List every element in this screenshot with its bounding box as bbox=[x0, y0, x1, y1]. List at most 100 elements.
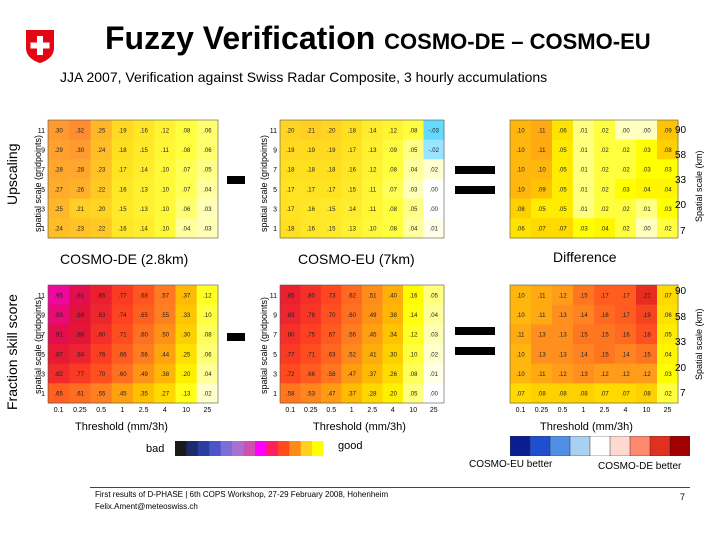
cell-value-label: .18 bbox=[307, 168, 316, 174]
heatmap-cell bbox=[594, 139, 616, 160]
heatmap-fss-eu: .85.80.73.62.51.40.16.0511.83.78.70.60.4… bbox=[270, 284, 445, 414]
cell-value-label: .24 bbox=[97, 148, 106, 154]
heatmap-cell bbox=[531, 198, 553, 219]
cell-value-label: .20 bbox=[389, 392, 398, 398]
heatmap-cell bbox=[280, 324, 301, 345]
y-tick-label: 7 bbox=[273, 167, 277, 174]
cell-value-label: .25 bbox=[54, 207, 63, 213]
heatmap-cell bbox=[423, 383, 445, 404]
cell-value-label: .07 bbox=[182, 187, 191, 193]
cell-value-label: .50 bbox=[161, 333, 170, 339]
cell-value-label: .13 bbox=[182, 392, 191, 398]
heatmap-cell bbox=[133, 198, 155, 219]
heatmap-cell bbox=[154, 304, 176, 325]
cell-value-label: .08 bbox=[558, 392, 567, 398]
cell-value-label: .04 bbox=[430, 313, 439, 319]
heatmap-cell bbox=[321, 218, 342, 239]
cell-value-label: .60 bbox=[139, 333, 148, 339]
heatmap-cell bbox=[48, 159, 70, 180]
cell-value-label: .16 bbox=[307, 227, 316, 233]
heatmap-cell bbox=[636, 120, 658, 141]
row-label-upscaling: Upscaling bbox=[4, 143, 20, 205]
cell-value-label: .53 bbox=[307, 392, 316, 398]
cell-value-label: .10 bbox=[516, 168, 525, 174]
cell-value-label: .08 bbox=[389, 227, 398, 233]
cell-value-label: .20 bbox=[182, 372, 191, 378]
heatmap-cell bbox=[69, 344, 91, 365]
cell-value-label: .61 bbox=[76, 392, 85, 398]
cell-value-label: .25 bbox=[97, 128, 106, 134]
heatmap-cell bbox=[111, 383, 134, 404]
cell-value-label: .06 bbox=[203, 148, 212, 154]
heatmap-cell bbox=[300, 363, 322, 384]
heatmap-cell bbox=[154, 344, 176, 365]
heatmap-cell bbox=[300, 324, 322, 345]
y-tick-label: 3 bbox=[273, 372, 277, 379]
cell-value-label: .19 bbox=[307, 148, 316, 154]
cell-value-label: .04 bbox=[182, 227, 191, 233]
colorbar-swatch bbox=[589, 436, 611, 456]
heatmap-cell bbox=[133, 324, 155, 345]
equals-operator-upscaling bbox=[455, 166, 495, 174]
heatmap-cell bbox=[615, 324, 637, 345]
cell-value-label: .02 bbox=[430, 352, 439, 358]
heatmap-cell bbox=[510, 383, 532, 404]
heatmap-cell bbox=[111, 139, 134, 160]
heatmap-cell bbox=[594, 383, 616, 404]
cell-value-label: .41 bbox=[368, 352, 377, 358]
cell-value-label: .08 bbox=[579, 392, 588, 398]
heatmap-cell bbox=[90, 383, 113, 404]
cell-value-label: .08 bbox=[516, 207, 525, 213]
heatmap-cell bbox=[300, 344, 322, 365]
cell-value-label: .27 bbox=[161, 392, 170, 398]
cell-value-label: .13 bbox=[558, 352, 567, 358]
cell-value-label: .26 bbox=[389, 372, 398, 378]
heatmap-cell bbox=[552, 139, 574, 160]
cell-value-label: .03 bbox=[642, 148, 651, 154]
heatmap-fss-de: .95.91.85.77.68.57.37.1211.93.89.83.74.6… bbox=[38, 284, 219, 414]
cell-value-label: .22 bbox=[97, 227, 106, 233]
legend-de-better: COSMO-DE better bbox=[598, 461, 682, 472]
cell-value-label: .10 bbox=[516, 372, 525, 378]
heatmap-cell bbox=[636, 304, 658, 325]
cell-value-label: .10 bbox=[161, 207, 170, 213]
heatmap-cell bbox=[196, 120, 219, 141]
heatmap-cell bbox=[510, 218, 532, 239]
heatmap-cell bbox=[321, 285, 342, 306]
heatmap-cell bbox=[341, 218, 363, 239]
cell-value-label: .23 bbox=[76, 227, 85, 233]
heatmap-cell bbox=[280, 304, 301, 325]
cell-value-label: .18 bbox=[286, 168, 295, 174]
cell-value-label: .00 bbox=[642, 227, 651, 233]
x-tick-label: 1 bbox=[582, 407, 586, 414]
cell-value-label: .08 bbox=[203, 333, 212, 339]
cell-value-label: .19 bbox=[286, 148, 295, 154]
cell-value-label: .07 bbox=[537, 227, 546, 233]
cell-value-label: .18 bbox=[286, 227, 295, 233]
scale-tick: 90 bbox=[675, 286, 687, 297]
cell-value-label: .03 bbox=[409, 187, 418, 193]
cell-value-label: .02 bbox=[600, 128, 609, 134]
heatmap-cell bbox=[341, 383, 363, 404]
cell-value-label: .73 bbox=[327, 293, 336, 299]
heatmap-cell bbox=[154, 139, 176, 160]
cell-value-label: .14 bbox=[579, 352, 588, 358]
cell-value-label: .37 bbox=[348, 392, 357, 398]
heatmap-cell bbox=[133, 383, 155, 404]
cell-value-label: .16 bbox=[118, 227, 127, 233]
cell-value-label: .06 bbox=[203, 128, 212, 134]
minus-operator-upscaling bbox=[227, 176, 245, 184]
cell-value-label: .17 bbox=[286, 207, 295, 213]
y-tick-label: 5 bbox=[273, 352, 277, 359]
x-tick-label: 25 bbox=[203, 407, 211, 414]
cell-value-label: .13 bbox=[139, 207, 148, 213]
heatmap-cell bbox=[594, 304, 616, 325]
heatmap-cell bbox=[48, 285, 70, 306]
cell-value-label: .11 bbox=[368, 187, 377, 193]
cell-value-label: .13 bbox=[139, 187, 148, 193]
cell-value-label: .11 bbox=[538, 293, 547, 299]
heatmap-cell bbox=[133, 363, 155, 384]
cell-value-label: .00 bbox=[621, 128, 630, 134]
x-axis-label-de: Threshold (mm/3h) bbox=[75, 421, 168, 433]
cell-value-label: .15 bbox=[600, 352, 609, 358]
